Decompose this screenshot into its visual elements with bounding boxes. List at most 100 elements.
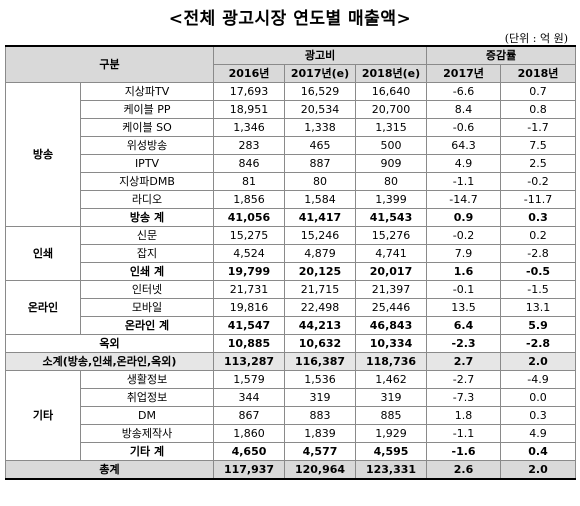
- item-cell: 케이블 PP: [80, 100, 214, 119]
- table-title: <전체 광고시장 연도별 매출액>: [168, 9, 412, 29]
- growth-cell: 2.6: [426, 460, 502, 480]
- value-cell: 116,387: [284, 352, 356, 371]
- growth-cell: 0.8: [500, 100, 577, 119]
- value-cell: 46,843: [354, 316, 428, 335]
- growth-cell: -1.6: [426, 442, 502, 461]
- grand-total-row: 총계 117,937 120,964 123,331 2.6 2.0: [5, 460, 577, 480]
- value-cell: 41,543: [354, 208, 428, 227]
- table-row: IPTV 846 887 909 4.9 2.5: [6, 154, 577, 173]
- growth-cell: -2.8: [500, 244, 577, 263]
- table-row: 방송제작사 1,860 1,839 1,929 -1.1 4.9: [6, 424, 577, 443]
- value-cell: 4,577: [284, 442, 356, 461]
- item-cell: 지상파TV: [80, 82, 214, 101]
- item-cell: 취업정보: [80, 388, 214, 407]
- growth-cell: 2.0: [500, 352, 577, 371]
- unit-label: (단위 : 억 원): [504, 32, 568, 45]
- growth-cell: -0.5: [500, 262, 577, 281]
- ad-market-table: 구분 광고비 증감률 2016년 2017년(e) 2018년(e) 2017년…: [5, 45, 577, 480]
- item-cell: 온라인 계: [80, 316, 214, 335]
- table-row: 케이블 PP 18,951 20,534 20,700 8.4 0.8: [6, 100, 577, 119]
- growth-cell: 2.7: [426, 352, 502, 371]
- value-cell: 887: [284, 154, 356, 173]
- growth-cell: -1.7: [500, 118, 577, 137]
- value-cell: 22,498: [284, 298, 356, 317]
- value-cell: 18,951: [213, 100, 285, 119]
- value-cell: 1,536: [284, 370, 356, 389]
- growth-cell: -1.1: [426, 424, 502, 443]
- table-row: 잡지 4,524 4,879 4,741 7.9 -2.8: [6, 244, 577, 263]
- growth-cell: 1.6: [426, 262, 502, 281]
- value-cell: 15,276: [354, 226, 428, 245]
- growth-cell: 0.3: [500, 406, 577, 425]
- item-cell: IPTV: [80, 154, 214, 173]
- value-cell: 1,338: [284, 118, 356, 137]
- value-cell: 80: [284, 172, 356, 191]
- table-row: 케이블 SO 1,346 1,338 1,315 -0.6 -1.7: [6, 118, 577, 137]
- item-cell: 방송 계: [80, 208, 214, 227]
- value-cell: 1,856: [213, 190, 285, 209]
- growth-cell: 13.5: [426, 298, 502, 317]
- growth-cell: -14.7: [426, 190, 502, 209]
- value-cell: 1,579: [213, 370, 285, 389]
- subtotal-row-print: 인쇄 계 19,799 20,125 20,017 1.6 -0.5: [6, 262, 577, 281]
- value-cell: 16,529: [284, 82, 356, 101]
- growth-cell: 0.2: [500, 226, 577, 245]
- value-cell: 21,715: [284, 280, 356, 299]
- item-cell: 생활정보: [80, 370, 214, 389]
- value-cell: 1,860: [213, 424, 285, 443]
- value-cell: 4,879: [284, 244, 356, 263]
- section-label-other: 기타: [5, 370, 81, 461]
- table-row: 위성방송 283 465 500 64.3 7.5: [6, 136, 577, 155]
- growth-cell: -2.3: [426, 334, 502, 353]
- value-cell: 16,640: [354, 82, 428, 101]
- item-cell: DM: [80, 406, 214, 425]
- header-year-row: 2016년 2017년(e) 2018년(e) 2017년 2018년: [6, 64, 577, 83]
- item-cell: 인터넷: [80, 280, 214, 299]
- value-cell: 20,700: [354, 100, 428, 119]
- value-cell: 21,397: [354, 280, 428, 299]
- value-cell: 17,693: [213, 82, 285, 101]
- section-label-online: 온라인: [5, 280, 81, 335]
- item-cell: 신문: [80, 226, 214, 245]
- growth-cell: -4.9: [500, 370, 577, 389]
- value-cell: 883: [284, 406, 356, 425]
- value-cell: 4,650: [213, 442, 285, 461]
- value-cell: 344: [213, 388, 285, 407]
- value-cell: 81: [213, 172, 285, 191]
- growth-cell: -0.2: [500, 172, 577, 191]
- table-row: 라디오 1,856 1,584 1,399 -14.7 -11.7: [6, 190, 577, 209]
- table-row: 취업정보 344 319 319 -7.3 0.0: [6, 388, 577, 407]
- value-cell: 1,839: [284, 424, 356, 443]
- header-year: 2018년(e): [354, 64, 428, 83]
- growth-cell: -0.2: [426, 226, 502, 245]
- value-cell: 41,547: [213, 316, 285, 335]
- table-row: 지상파DMB 81 80 80 -1.1 -0.2: [6, 172, 577, 191]
- growth-cell: 7.9: [426, 244, 502, 263]
- header-row: 구분 광고비 증감률: [5, 45, 577, 83]
- growth-cell: 13.1: [500, 298, 577, 317]
- value-cell: 283: [213, 136, 285, 155]
- growth-cell: -7.3: [426, 388, 502, 407]
- subtotal-all-label: 소계(방송,인쇄,온라인,옥외): [5, 352, 214, 371]
- value-cell: 909: [354, 154, 428, 173]
- growth-cell: -6.6: [426, 82, 502, 101]
- subtotal-row-broadcast: 방송 계 41,056 41,417 41,543 0.9 0.3: [6, 208, 577, 227]
- header-ad-cost: 광고비: [212, 45, 428, 65]
- growth-cell: 0.4: [500, 442, 577, 461]
- value-cell: 20,017: [354, 262, 428, 281]
- value-cell: 44,213: [284, 316, 356, 335]
- header-growth: 증감률: [426, 45, 577, 65]
- growth-cell: -1.5: [500, 280, 577, 299]
- growth-cell: 1.8: [426, 406, 502, 425]
- section-label-broadcast: 방송: [5, 82, 81, 227]
- header-year: 2016년: [213, 64, 285, 83]
- value-cell: 120,964: [284, 460, 356, 480]
- growth-cell: 0.7: [500, 82, 577, 101]
- table-row: DM 867 883 885 1.8 0.3: [6, 406, 577, 425]
- value-cell: 1,584: [284, 190, 356, 209]
- table-row: 모바일 19,816 22,498 25,446 13.5 13.1: [6, 298, 577, 317]
- growth-cell: 4.9: [426, 154, 502, 173]
- item-cell: 잡지: [80, 244, 214, 263]
- value-cell: 846: [213, 154, 285, 173]
- subtotal-all-row: 소계(방송,인쇄,온라인,옥외) 113,287 116,387 118,736…: [5, 352, 577, 371]
